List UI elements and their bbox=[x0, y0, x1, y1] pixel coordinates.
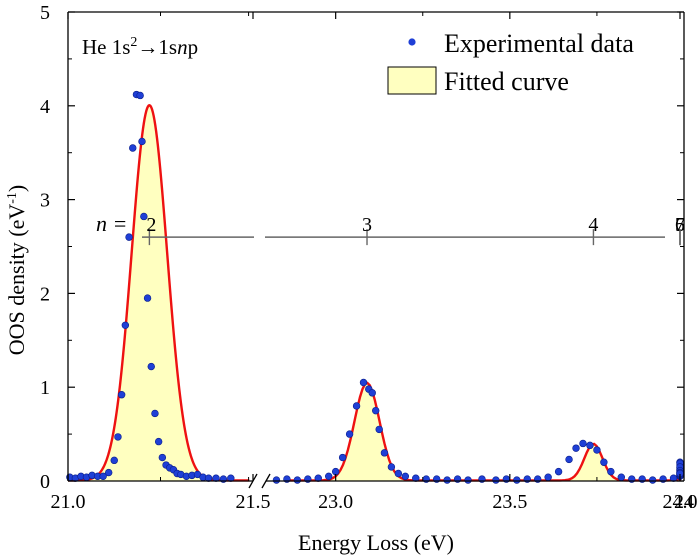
fitted-curve-layer bbox=[67, 103, 682, 482]
x-tick-label: 24.0 bbox=[663, 491, 698, 513]
data-point bbox=[572, 444, 580, 452]
data-point bbox=[554, 467, 563, 476]
rydberg-series-layer: n = 2 3 4 567 bbox=[96, 211, 685, 246]
data-point bbox=[154, 437, 163, 446]
data-point bbox=[110, 456, 118, 465]
annotation-arrow: → bbox=[137, 35, 158, 59]
legend-fill-swatch bbox=[387, 66, 437, 95]
data-point bbox=[272, 476, 281, 484]
experimental-points-layer bbox=[66, 90, 684, 484]
data-point bbox=[114, 433, 122, 441]
data-point bbox=[607, 467, 615, 476]
data-point bbox=[443, 476, 451, 484]
data-point bbox=[579, 439, 587, 448]
series-level-label: 6 bbox=[675, 214, 685, 236]
fitted-area-1 bbox=[286, 382, 680, 481]
data-point bbox=[121, 321, 130, 329]
series-level-label: 2 bbox=[146, 214, 156, 236]
annotation-tail: p bbox=[188, 35, 199, 59]
y-tick-label: 0 bbox=[40, 471, 50, 493]
data-point bbox=[600, 458, 608, 466]
legend: Experimental data Fitted curve bbox=[387, 29, 634, 96]
legend-dot-marker bbox=[408, 38, 416, 46]
data-point bbox=[352, 402, 361, 410]
annotation-italic: n bbox=[177, 35, 188, 59]
data-point bbox=[617, 473, 625, 481]
data-point bbox=[565, 455, 573, 464]
data-point bbox=[345, 430, 354, 438]
series-level-label: 4 bbox=[588, 214, 598, 236]
y-tick-label: 2 bbox=[40, 283, 50, 305]
data-point bbox=[117, 391, 126, 399]
transition-annotation: He 1s2→1snp bbox=[82, 35, 198, 59]
data-point bbox=[359, 378, 368, 387]
y-axis-label: OOS density (eV-1) bbox=[4, 185, 29, 356]
data-point bbox=[513, 476, 521, 484]
data-point bbox=[338, 453, 347, 462]
data-point bbox=[104, 468, 113, 477]
series-level-label: 7 bbox=[675, 214, 685, 236]
data-point bbox=[147, 362, 155, 371]
data-point bbox=[387, 463, 396, 471]
data-point bbox=[375, 425, 383, 434]
series-level-label: 3 bbox=[362, 214, 372, 236]
data-point bbox=[143, 294, 152, 302]
legend-label-experimental: Experimental data bbox=[444, 29, 634, 58]
data-point bbox=[325, 472, 333, 481]
data-point bbox=[648, 476, 657, 484]
data-point bbox=[125, 233, 133, 241]
data-point bbox=[586, 441, 594, 450]
data-point bbox=[544, 473, 552, 481]
annotation-sup: 2 bbox=[130, 35, 137, 50]
x-tick-label: 23.0 bbox=[318, 491, 353, 513]
data-point bbox=[401, 472, 410, 481]
y-axis-label-sup: -1 bbox=[5, 192, 20, 204]
data-point bbox=[99, 472, 107, 481]
data-point bbox=[158, 453, 167, 462]
data-point bbox=[593, 446, 601, 454]
data-point bbox=[138, 137, 146, 146]
data-point bbox=[136, 91, 144, 100]
data-point bbox=[140, 212, 148, 221]
axis-break-mark bbox=[261, 473, 271, 489]
fitted-area-0 bbox=[68, 105, 250, 481]
data-point bbox=[394, 469, 403, 478]
annotation-prefix: He 1s bbox=[82, 35, 130, 59]
data-point bbox=[492, 476, 500, 484]
x-tick-label: 23.5 bbox=[492, 491, 527, 513]
annotation-mid: 1s bbox=[158, 35, 177, 59]
y-tick-label: 4 bbox=[40, 96, 50, 118]
data-point bbox=[151, 409, 159, 418]
x-axis-label: Energy Loss (eV) bbox=[298, 530, 454, 555]
legend-label-fitted: Fitted curve bbox=[444, 67, 569, 96]
data-point bbox=[368, 389, 376, 397]
series-n-prefix: n = bbox=[96, 211, 127, 236]
y-tick-label: 3 bbox=[40, 190, 50, 212]
y-axis-label-tail: ) bbox=[4, 185, 29, 192]
y-tick-label: 5 bbox=[40, 2, 50, 24]
data-point bbox=[464, 476, 472, 484]
x-tick-label: 21.0 bbox=[51, 491, 86, 513]
y-axis-label-main: OOS density (eV bbox=[4, 204, 29, 356]
y-tick-label: 1 bbox=[40, 377, 50, 399]
x-tick-label: 24 bbox=[674, 491, 694, 513]
series-n-label: n = bbox=[96, 211, 127, 236]
data-point bbox=[129, 144, 137, 152]
data-point bbox=[372, 406, 380, 415]
data-point bbox=[380, 449, 389, 457]
series-level-label: 5 bbox=[675, 214, 685, 236]
data-point bbox=[293, 476, 302, 484]
x-tick-label: 21.5 bbox=[236, 491, 271, 513]
